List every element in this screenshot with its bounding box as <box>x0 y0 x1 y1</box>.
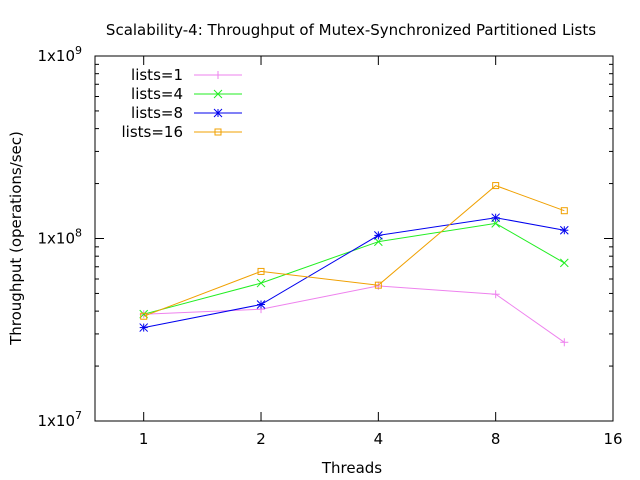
series-line <box>143 185 565 317</box>
data-point <box>139 323 149 332</box>
legend-marker <box>214 128 222 136</box>
legend-marker <box>213 89 223 99</box>
y-axis-label: Throughput (operations/sec) <box>7 131 25 346</box>
legend-label: lists=16 <box>121 123 183 141</box>
y-tick-label: 1x108 <box>37 227 82 248</box>
data-point <box>559 258 569 268</box>
legend-label: lists=8 <box>131 104 183 122</box>
x-tick-label: 2 <box>256 430 266 448</box>
x-axis-label: Threads <box>321 459 382 477</box>
x-tick-label: 16 <box>603 430 622 448</box>
series-lists-16 <box>140 182 568 320</box>
legend-label: lists=4 <box>131 85 183 103</box>
y-tick-label: 1x109 <box>37 44 82 65</box>
y-tick-label: 1x107 <box>37 409 82 430</box>
data-point <box>256 300 266 309</box>
data-point <box>140 312 148 320</box>
data-point <box>373 237 383 247</box>
data-point <box>559 225 569 235</box>
data-point <box>257 267 265 275</box>
data-point <box>560 207 568 215</box>
data-point <box>373 231 383 240</box>
x-tick-label: 8 <box>491 430 501 448</box>
legend-marker <box>213 108 223 118</box>
legend-label: lists=1 <box>131 66 183 84</box>
series-lists-8 <box>139 213 569 332</box>
x-tick-label: 1 <box>139 430 149 448</box>
data-point <box>492 182 500 190</box>
data-point <box>491 213 501 223</box>
x-tick-label: 4 <box>374 430 384 448</box>
data-point <box>374 281 382 289</box>
legend-marker <box>214 71 222 79</box>
data-point <box>256 278 266 288</box>
data-point <box>491 290 500 299</box>
chart-title: Scalability-4: Throughput of Mutex-Synch… <box>106 21 596 39</box>
data-point <box>560 338 569 347</box>
